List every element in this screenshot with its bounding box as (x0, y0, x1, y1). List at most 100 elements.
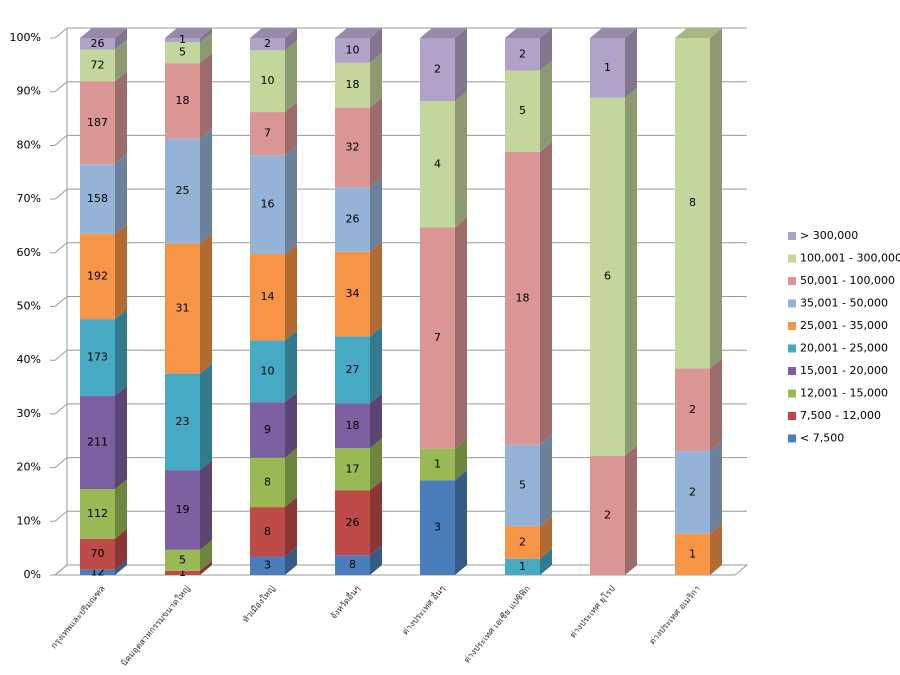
bar-side (455, 91, 467, 228)
bar-segment: 3 (250, 546, 297, 575)
bar-segment: 3 (420, 470, 467, 575)
bar-top (675, 28, 722, 38)
bar-segment: 1 (675, 523, 722, 575)
value-label: 8 (689, 196, 696, 209)
legend-swatch (788, 412, 796, 420)
legend-label: 15,001 - 20,000 (800, 364, 888, 377)
bar-segment: 187 (80, 71, 127, 165)
bar-side (115, 28, 127, 50)
value-label: 2 (519, 47, 526, 60)
value-label: 34 (346, 287, 360, 300)
y-tick-label: 30% (17, 407, 41, 420)
bar-side (710, 358, 722, 452)
legend-swatch (788, 344, 796, 353)
bar-side (370, 438, 382, 491)
legend-label: 12,001 - 15,000 (800, 387, 888, 400)
bar-top (80, 28, 127, 38)
bar-front (335, 336, 370, 404)
value-label: 8 (264, 525, 271, 538)
grid-line (54, 457, 68, 468)
value-label: 211 (87, 435, 108, 448)
bar-front (80, 319, 115, 396)
value-label: 1 (604, 61, 611, 74)
bar-side (455, 470, 467, 575)
value-label: 2 (519, 535, 526, 548)
grid-line (54, 188, 68, 200)
value-label: 192 (87, 270, 108, 283)
value-label: 14 (261, 290, 275, 303)
bar-segment: 1 (590, 28, 637, 98)
bar-segment: 8 (250, 447, 297, 508)
value-label: 10 (346, 43, 360, 56)
value-label: 18 (516, 291, 530, 304)
bar-side (455, 217, 467, 449)
value-label: 25 (176, 184, 190, 197)
x-tick-label: ต่างประเทศ ยุโรป (567, 583, 617, 640)
legend-label: 50,001 - 100,000 (800, 274, 895, 287)
bar-segment: 2 (420, 28, 467, 102)
bar-side (285, 28, 297, 51)
bar-front (165, 470, 200, 550)
bar-side (200, 53, 212, 139)
legend-swatch (788, 434, 796, 443)
value-label: 2 (604, 508, 611, 521)
bar-side (285, 447, 297, 508)
value-label: 5 (179, 46, 186, 59)
bar-segment: 10 (250, 330, 297, 403)
value-label: 7 (434, 331, 441, 344)
bar-front (590, 38, 625, 98)
bar-front (80, 38, 115, 50)
bar-side (115, 528, 127, 570)
bar-segment: 27 (335, 326, 382, 404)
bar-side (540, 548, 552, 575)
bar-segment: 7 (250, 102, 297, 156)
bar-side (200, 363, 212, 471)
value-label: 112 (87, 507, 108, 520)
bar-side (370, 52, 382, 108)
bar-front (250, 340, 285, 403)
bar-front (250, 38, 285, 51)
legend-swatch (788, 277, 796, 285)
bar-front (420, 480, 455, 575)
bar-side (370, 28, 382, 63)
bar-segment: 2 (590, 445, 637, 575)
bar-front (250, 507, 285, 557)
bar-segment: 26 (80, 28, 127, 50)
grid-line (54, 564, 68, 576)
legend-swatch (788, 367, 796, 375)
bar-segment: 32 (335, 97, 382, 188)
bar-segment: 14 (250, 244, 297, 341)
value-label: 1 (519, 560, 526, 573)
legend-swatch (788, 232, 796, 240)
legend-swatch (788, 299, 796, 308)
bar-segment: 18 (335, 52, 382, 108)
bar-segment: 2 (675, 441, 722, 534)
bar-front (335, 490, 370, 556)
value-label: 18 (346, 78, 360, 91)
bar-side (285, 244, 297, 341)
value-label: 26 (346, 212, 360, 225)
bar-front (165, 243, 200, 374)
bar-front (590, 455, 625, 575)
bar-side (115, 154, 127, 235)
bar-side (200, 28, 212, 43)
bar-segment: 26 (335, 480, 382, 556)
bar-front (420, 448, 455, 481)
bar-side (370, 393, 382, 449)
bar-front (250, 402, 285, 458)
bar-front (165, 138, 200, 244)
value-label: 5 (519, 104, 526, 117)
bar-front (335, 251, 370, 337)
bar-segment: 2 (675, 358, 722, 452)
bar-segment: 6 (590, 87, 637, 456)
bar-front (675, 38, 710, 369)
bar-side (285, 392, 297, 458)
bar-side (200, 32, 212, 64)
bar-side (285, 40, 297, 113)
bar-top (505, 28, 552, 38)
bar-front (80, 538, 115, 570)
value-label: 10 (261, 364, 275, 377)
bar-side (370, 241, 382, 337)
bar-front (165, 42, 200, 64)
